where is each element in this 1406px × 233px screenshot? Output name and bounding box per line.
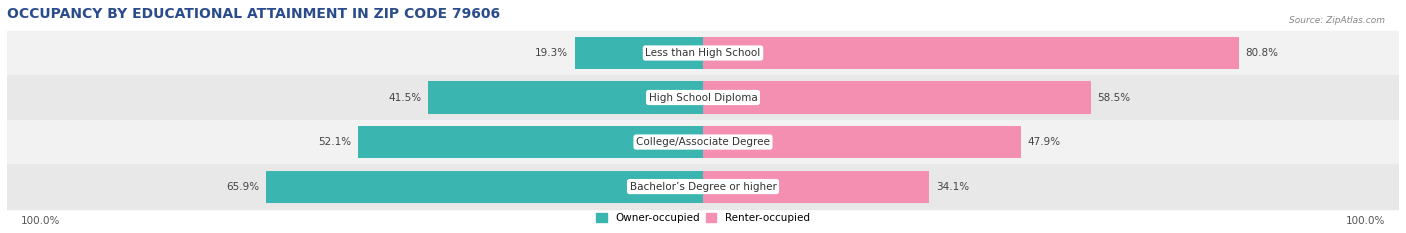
Text: Less than High School: Less than High School — [645, 48, 761, 58]
Bar — [703, 37, 1239, 69]
Bar — [7, 75, 1399, 120]
Legend: Owner-occupied, Renter-occupied: Owner-occupied, Renter-occupied — [596, 213, 810, 223]
Text: College/Associate Degree: College/Associate Degree — [636, 137, 770, 147]
Bar — [703, 82, 1091, 113]
Text: High School Diploma: High School Diploma — [648, 93, 758, 103]
Text: 58.5%: 58.5% — [1098, 93, 1130, 103]
Bar — [703, 171, 929, 202]
Bar — [7, 31, 1399, 75]
Text: 41.5%: 41.5% — [388, 93, 422, 103]
Bar — [357, 126, 703, 158]
Text: Source: ZipAtlas.com: Source: ZipAtlas.com — [1289, 16, 1385, 25]
Text: 65.9%: 65.9% — [226, 182, 260, 192]
Bar — [427, 82, 703, 113]
Text: 19.3%: 19.3% — [536, 48, 568, 58]
Text: OCCUPANCY BY EDUCATIONAL ATTAINMENT IN ZIP CODE 79606: OCCUPANCY BY EDUCATIONAL ATTAINMENT IN Z… — [7, 7, 501, 21]
Text: 47.9%: 47.9% — [1028, 137, 1060, 147]
Bar — [266, 171, 703, 202]
Bar — [703, 126, 1021, 158]
Text: 52.1%: 52.1% — [318, 137, 352, 147]
Text: 34.1%: 34.1% — [935, 182, 969, 192]
Text: 80.8%: 80.8% — [1246, 48, 1278, 58]
Bar — [7, 164, 1399, 209]
Bar — [7, 120, 1399, 164]
Text: Bachelor’s Degree or higher: Bachelor’s Degree or higher — [630, 182, 776, 192]
Bar — [575, 37, 703, 69]
